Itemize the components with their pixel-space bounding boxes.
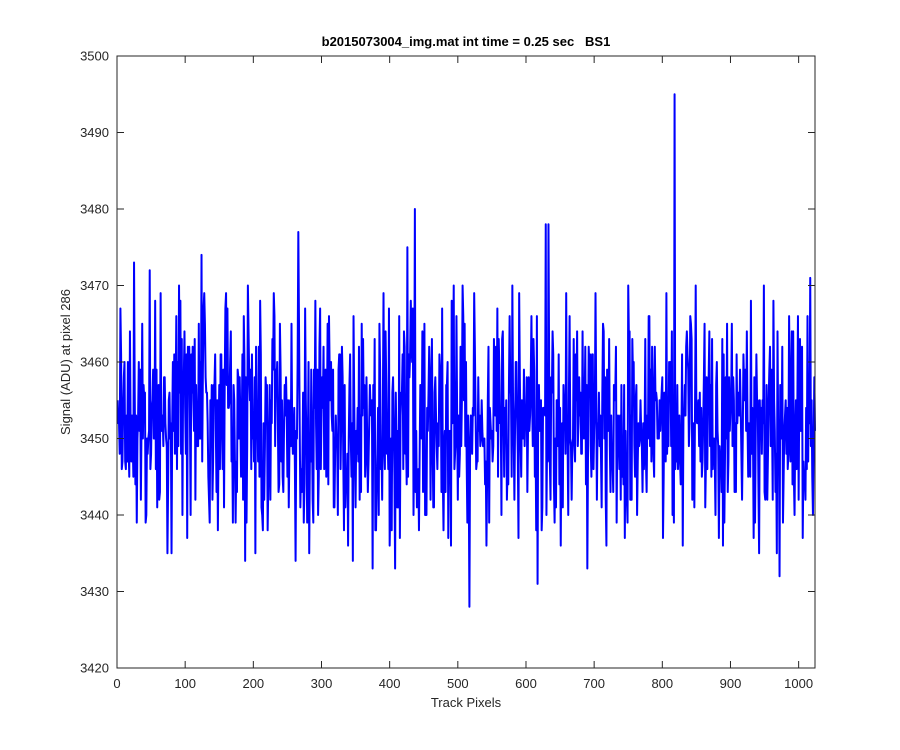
x-axis-ticks: 0 100 200 300 400 500 600 700 800 900 1000 — [113, 56, 813, 691]
x-tick-label: 900 — [720, 676, 742, 691]
y-axis-ticks: 3420 3430 3440 3450 3460 3470 3480 3490 3500 — [80, 49, 815, 676]
y-tick-label: 3460 — [80, 355, 109, 370]
x-tick-label: 500 — [447, 676, 469, 691]
x-tick-label: 300 — [311, 676, 333, 691]
y-tick-label: 3500 — [80, 49, 109, 64]
y-tick-label: 3450 — [80, 431, 109, 446]
x-tick-label: 700 — [583, 676, 605, 691]
x-tick-label: 1000 — [784, 676, 813, 691]
y-tick-label: 3490 — [80, 125, 109, 140]
chart-title: b2015073004_img.mat int time = 0.25 sec … — [322, 34, 611, 49]
x-tick-label: 0 — [113, 676, 120, 691]
y-tick-label: 3480 — [80, 202, 109, 217]
series-line — [116, 93, 816, 608]
y-tick-label: 3420 — [80, 661, 109, 676]
x-tick-label: 400 — [379, 676, 401, 691]
x-tick-label: 800 — [651, 676, 673, 691]
x-tick-label: 100 — [174, 676, 196, 691]
y-tick-label: 3470 — [80, 278, 109, 293]
series-layer — [116, 93, 816, 608]
y-axis-label: Signal (ADU) at pixel 286 — [58, 289, 73, 435]
x-axis-label: Track Pixels — [431, 695, 502, 710]
x-tick-label: 200 — [242, 676, 264, 691]
y-tick-label: 3440 — [80, 508, 109, 523]
y-tick-label: 3430 — [80, 584, 109, 599]
x-tick-label: 600 — [515, 676, 537, 691]
